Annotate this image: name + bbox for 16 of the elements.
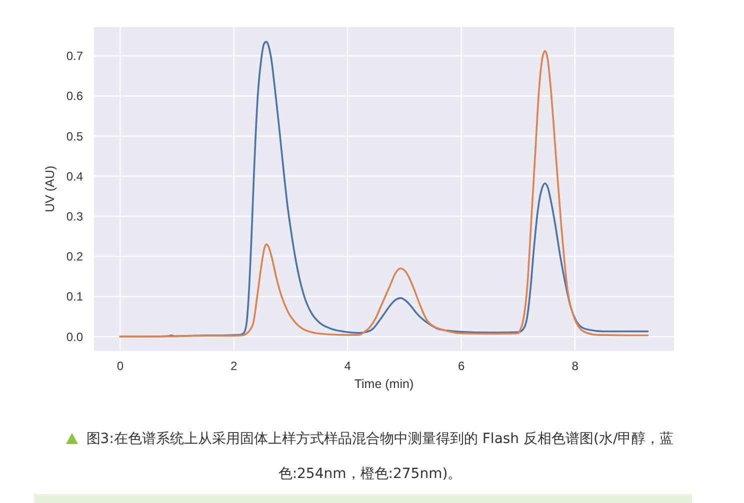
y-tick-label: 0.4 (66, 169, 84, 184)
y-tick-label: 0.1 (66, 290, 84, 304)
y-tick-label: 0.7 (66, 49, 84, 64)
x-tick-label: 0 (116, 359, 124, 373)
y-tick-label: 0.6 (66, 89, 84, 104)
text: 图3:在色谱系统上从采用固体上样方式样品混合物中测量得到的 Flash 反相色谱图(水/甲醇，蓝色:254nm，橙色:275nm)。 (86, 431, 674, 482)
x-tick-label: 8 (572, 359, 579, 373)
y-tick-label: 0.5 (66, 129, 84, 144)
x-tick-label: 2 (230, 359, 238, 373)
y-axis-title: UV (AU) (43, 166, 57, 212)
y-tick-label: 0.2 (66, 250, 84, 264)
y-tick-label: 0.3 (66, 209, 84, 224)
x-axis-title: Time (min) (354, 377, 414, 391)
y-tick-label: 0.0 (66, 330, 84, 344)
x-tick-label: 6 (458, 359, 465, 373)
x-tick-label: 4 (344, 359, 352, 373)
